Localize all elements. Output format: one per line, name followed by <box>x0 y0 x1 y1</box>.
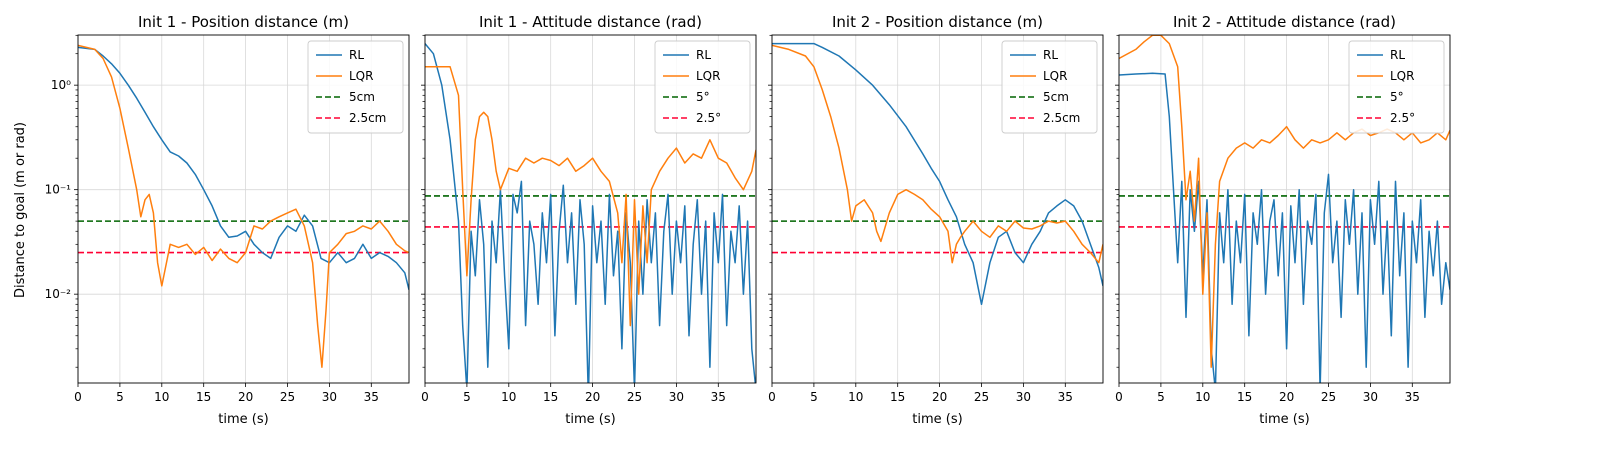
legend-label: RL <box>1043 48 1058 62</box>
x-tick-label: 10 <box>154 390 169 404</box>
legend-label: RL <box>696 48 711 62</box>
x-tick-label: 30 <box>1363 390 1378 404</box>
legend-box <box>654 40 751 134</box>
legend-label: LQR <box>696 69 720 83</box>
legend-box <box>1001 40 1098 134</box>
axes-frame <box>77 34 410 384</box>
x-tick-label: 5 <box>1157 390 1165 404</box>
x-tick-label: 15 <box>890 390 905 404</box>
x-tick-label: 15 <box>543 390 558 404</box>
x-tick-label: 0 <box>421 390 429 404</box>
legend-box <box>1348 40 1445 134</box>
x-tick-label: 0 <box>1115 390 1123 404</box>
x-axis-label: time (s) <box>1259 412 1309 427</box>
x-axis-label: time (s) <box>218 412 268 427</box>
x-tick-label: 25 <box>974 390 989 404</box>
x-tick-label: 35 <box>711 390 726 404</box>
legend-label: 5cm <box>1043 90 1069 104</box>
chart-panel-1: 0 5 10 15 20 25 30 35 10⁻² 10⁻¹ 10⁰ Init 1 - Positi… <box>45 13 410 427</box>
legend-label: LQR <box>1390 69 1414 83</box>
y-tick-label: 10⁻¹ <box>45 183 72 197</box>
y-tick-label: 10⁰ <box>51 78 71 92</box>
x-tick-label: 10 <box>848 390 863 404</box>
legend-label: 2.5° <box>1390 111 1415 125</box>
chart-title: Init 2 - Position distance (m) <box>832 13 1043 31</box>
x-tick-label: 35 <box>1405 390 1420 404</box>
y-axis-label: Distance to goal (m or rad) <box>13 122 28 298</box>
series-line-rl <box>425 43 756 383</box>
axes-frame <box>1118 34 1451 384</box>
legend-label: 5cm <box>349 90 375 104</box>
x-tick-label: 30 <box>322 390 337 404</box>
legend-box <box>307 40 404 134</box>
chart-title: Init 2 - Attitude distance (rad) <box>1173 13 1396 31</box>
x-tick-label: 15 <box>1237 390 1252 404</box>
series-group <box>772 42 1103 306</box>
x-tick-label: 0 <box>768 390 776 404</box>
series-line-lqr <box>78 44 409 368</box>
series-line-lqr <box>425 66 756 327</box>
legend-label: 5° <box>696 90 710 104</box>
series-line-lqr <box>772 44 1103 264</box>
x-tick-label: 25 <box>280 390 295 404</box>
chart-panel-4: 0 5 10 15 20 25 30 35 Init 2 - Attitude distance… <box>1115 13 1451 427</box>
x-tick-label: 0 <box>74 390 82 404</box>
legend-label: 2.5cm <box>1043 111 1080 125</box>
x-tick-label: 10 <box>1195 390 1210 404</box>
legend-label: LQR <box>1043 69 1067 83</box>
legend-label: 5° <box>1390 90 1404 104</box>
axes-frame <box>424 34 757 384</box>
x-tick-label: 20 <box>238 390 253 404</box>
x-tick-label: 25 <box>1321 390 1336 404</box>
chart-title: Init 1 - Position distance (m) <box>138 13 349 31</box>
legend: RL LQR 5° 2.5° <box>1348 40 1445 134</box>
x-tick-label: 30 <box>1016 390 1031 404</box>
chart-panel-2: 0 5 10 15 20 25 30 35 Init 1 - Attitude distance… <box>421 13 757 427</box>
x-tick-label: 30 <box>669 390 684 404</box>
axes-frame <box>771 34 1104 384</box>
x-tick-label: 15 <box>196 390 211 404</box>
legend-label: 2.5° <box>696 111 721 125</box>
x-tick-label: 5 <box>463 390 471 404</box>
series-group <box>78 44 409 368</box>
legend: RL LQR 5cm 2.5cm <box>307 40 404 134</box>
y-tick-label: 10⁻² <box>45 287 72 301</box>
x-tick-label: 20 <box>932 390 947 404</box>
chart-title: Init 1 - Attitude distance (rad) <box>479 13 702 31</box>
x-axis-label: time (s) <box>565 412 615 427</box>
x-tick-label: 10 <box>501 390 516 404</box>
x-tick-label: 25 <box>627 390 642 404</box>
legend: RL LQR 5° 2.5° <box>654 40 751 134</box>
chart-panel-3: 0 5 10 15 20 25 30 35 Init 2 - Position distance… <box>768 13 1104 427</box>
x-tick-label: 35 <box>364 390 379 404</box>
legend-label: RL <box>349 48 364 62</box>
legend-label: LQR <box>349 69 373 83</box>
x-tick-label: 5 <box>116 390 124 404</box>
series-group <box>425 43 756 383</box>
legend-label: 2.5cm <box>349 111 386 125</box>
x-axis-label: time (s) <box>912 412 962 427</box>
legend: RL LQR 5cm 2.5cm <box>1001 40 1098 134</box>
series-line-rl <box>772 42 1103 306</box>
x-tick-label: 20 <box>585 390 600 404</box>
x-tick-label: 35 <box>1058 390 1073 404</box>
legend-label: RL <box>1390 48 1405 62</box>
x-tick-label: 5 <box>810 390 818 404</box>
x-tick-label: 20 <box>1279 390 1294 404</box>
